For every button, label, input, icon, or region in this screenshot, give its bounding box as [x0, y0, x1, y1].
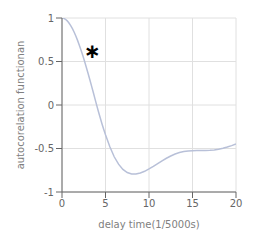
- svg-text:-1: -1: [44, 187, 54, 198]
- svg-text:-0.5: -0.5: [34, 143, 54, 154]
- svg-text:autocorelation functionan: autocorelation functionan: [15, 41, 26, 170]
- svg-text:10: 10: [143, 198, 156, 209]
- svg-text:20: 20: [230, 198, 243, 209]
- svg-text:5: 5: [102, 198, 108, 209]
- svg-text:delay time(1/5000s): delay time(1/5000s): [98, 219, 199, 230]
- svg-text:1: 1: [48, 13, 54, 24]
- svg-text:15: 15: [186, 198, 199, 209]
- svg-text:0: 0: [48, 100, 54, 111]
- svg-text:0.5: 0.5: [38, 56, 54, 67]
- svg-text:∗: ∗: [84, 39, 101, 63]
- svg-text:0: 0: [59, 198, 65, 209]
